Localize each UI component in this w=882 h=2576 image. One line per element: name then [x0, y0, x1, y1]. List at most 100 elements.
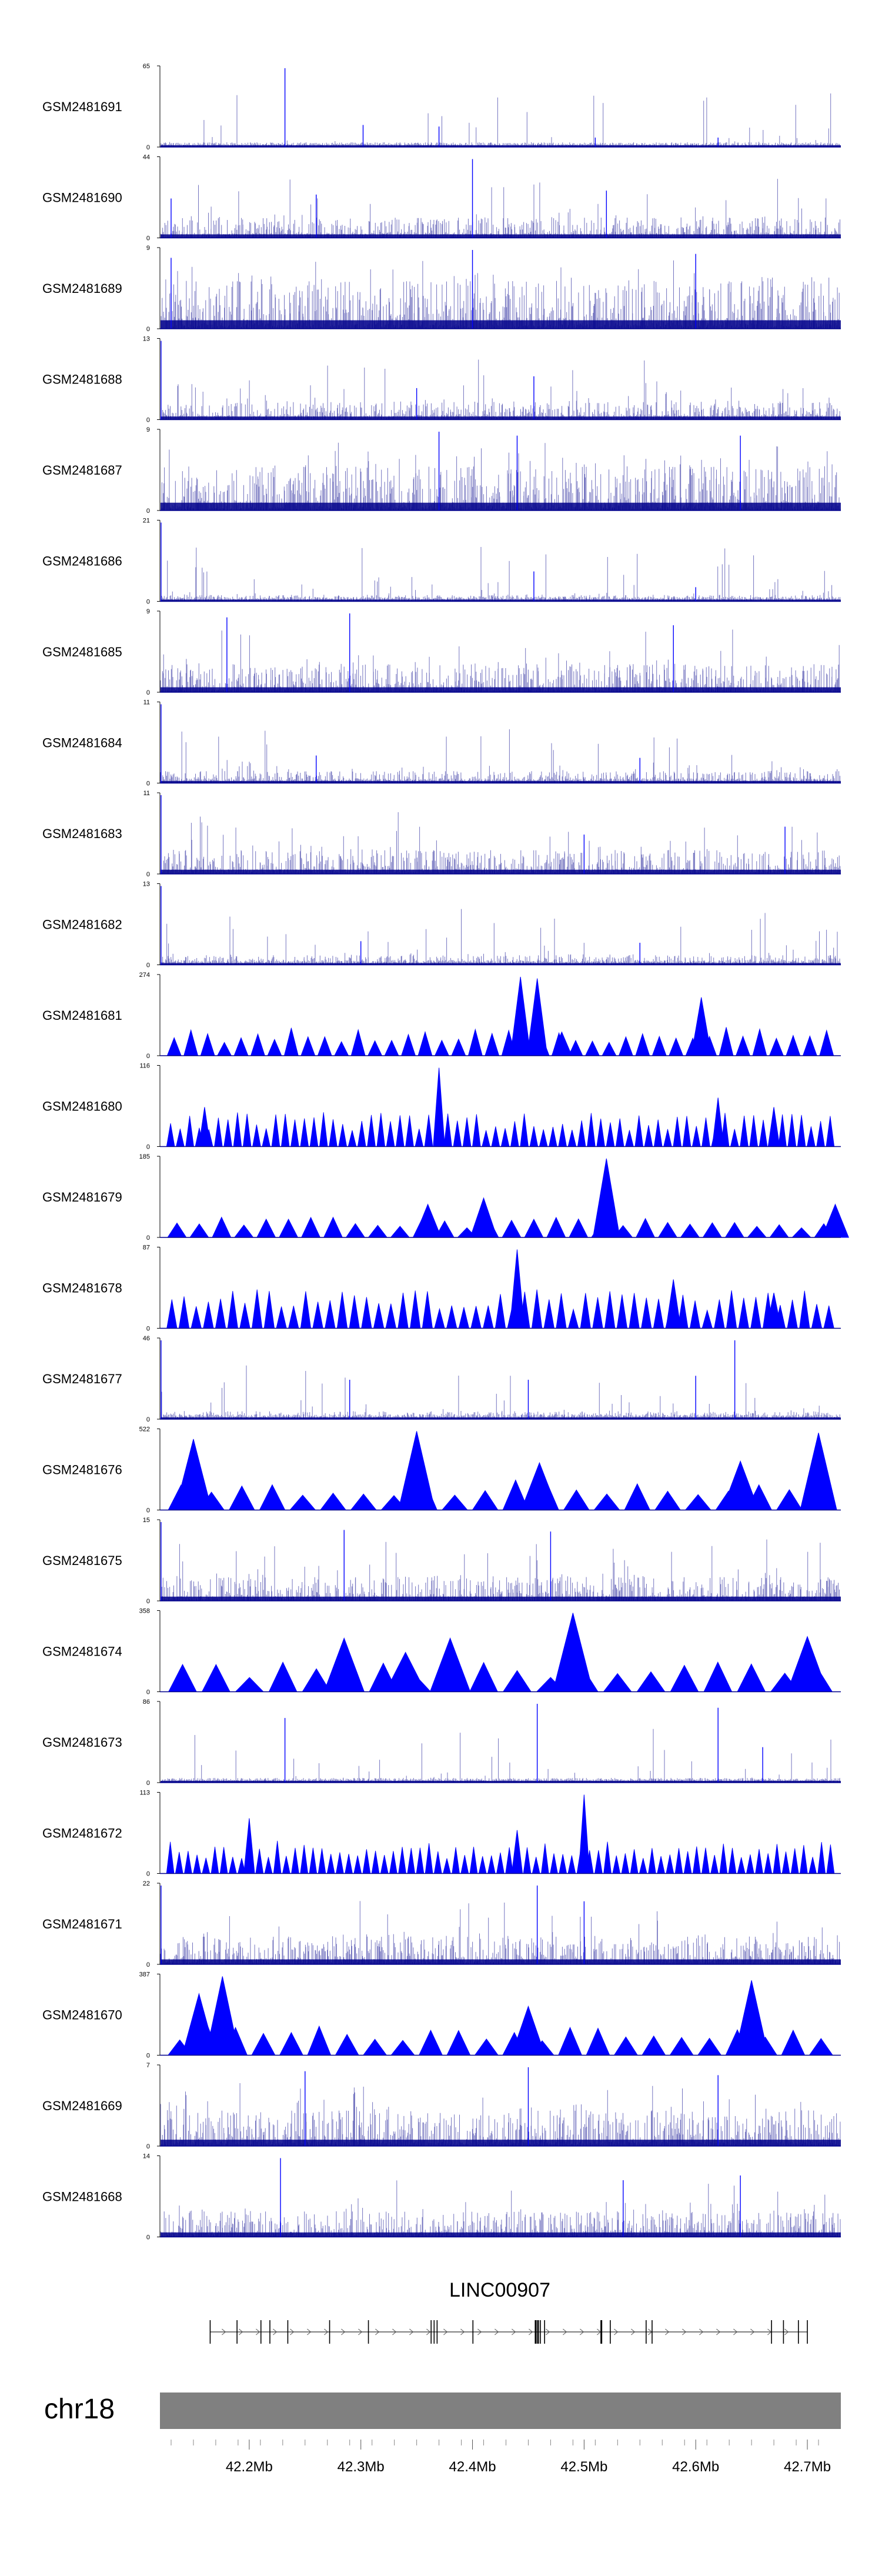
coverage-bars	[161, 359, 840, 420]
y-max-label: 9	[146, 608, 150, 615]
y-max-label: 185	[139, 1153, 150, 1160]
coverage-peaks	[166, 1840, 840, 1874]
strand-arrow	[324, 2328, 329, 2335]
y-min-label: 0	[146, 1598, 150, 1605]
strand-arrow	[665, 2328, 670, 2335]
track-label: GSM2481669	[42, 2098, 122, 2113]
y-min-label: 0	[146, 1053, 150, 1060]
y-min-label: 0	[146, 1326, 150, 1333]
coverage-spike	[182, 1993, 216, 2056]
track-label: GSM2481672	[42, 1826, 122, 1841]
strand-arrow	[341, 2328, 346, 2335]
strand-arrow	[784, 2328, 789, 2335]
y-min-label: 0	[146, 1961, 150, 1968]
x-tick-label: 42.4Mb	[449, 2459, 496, 2475]
coverage-bars	[161, 93, 841, 147]
track-GSM2481671: GSM2481671 22 0	[42, 1880, 841, 1968]
strand-arrow	[477, 2328, 482, 2335]
y-max-label: 86	[143, 1699, 150, 1706]
strand-arrow	[529, 2328, 533, 2335]
strand-arrow	[512, 2328, 516, 2335]
track-GSM2481690: GSM2481690 44 0	[42, 154, 841, 242]
y-min-label: 0	[146, 144, 150, 151]
coverage-bars	[161, 442, 841, 510]
y-min-label: 0	[146, 2143, 150, 2150]
coverage-spike	[552, 1613, 594, 1692]
track-GSM2481677: GSM2481677 46 0	[42, 1335, 841, 1423]
coverage-peaks	[166, 1112, 840, 1147]
y-max-label: 21	[143, 518, 150, 525]
track-GSM2481687: GSM2481687 9 0	[42, 426, 841, 515]
x-tick-label: 42.3Mb	[338, 2459, 385, 2475]
strand-arrow	[682, 2328, 687, 2335]
coverage-floor	[161, 780, 841, 783]
track-label: GSM2481676	[42, 1463, 122, 1477]
strand-arrow	[392, 2328, 397, 2335]
y-max-label: 13	[143, 336, 150, 343]
coverage-bars	[161, 1365, 840, 1419]
strand-arrow	[426, 2328, 431, 2335]
genome-axis: 42.2Mb 42.3Mb 42.4Mb 42.5Mb 42.6Mb 42.7Mb	[171, 2440, 831, 2475]
track-label: GSM2481690	[42, 191, 122, 205]
coverage-spike	[470, 1197, 497, 1238]
track-GSM2481684: GSM2481684 11 0	[42, 699, 841, 788]
track-GSM2481680: GSM2481680 116 0	[42, 1063, 841, 1151]
strand-arrow	[546, 2328, 550, 2335]
coverage-bars	[160, 1901, 841, 1964]
x-tick-label: 42.2Mb	[226, 2459, 273, 2475]
coverage-spike	[551, 1031, 573, 1056]
track-GSM2481678: GSM2481678 87 0	[42, 1244, 841, 1333]
track-GSM2481682: GSM2481682 13 0	[42, 881, 841, 969]
strand-arrow	[375, 2328, 380, 2335]
coverage-bars	[160, 629, 840, 692]
coverage-floor	[161, 416, 841, 420]
coverage-floor	[161, 2232, 841, 2237]
y-max-label: 9	[146, 245, 150, 252]
track-label: GSM2481674	[42, 1644, 122, 1659]
y-min-label: 0	[146, 1780, 150, 1787]
strand-arrow	[239, 2328, 243, 2335]
coverage-spike	[711, 1097, 724, 1147]
coverage-spike	[578, 1794, 590, 1874]
coverage-floor	[161, 234, 841, 238]
coverage-floor	[161, 1596, 841, 1601]
track-GSM2481683: GSM2481683 11 0	[42, 790, 841, 878]
track-GSM2481691: GSM2481691 65 0	[42, 63, 841, 151]
track-GSM2481670: GSM2481670 387 0	[42, 1971, 841, 2060]
x-tick-label: 42.5Mb	[560, 2459, 607, 2475]
gene-label: LINC00907	[449, 2279, 550, 2301]
coverage-peaks	[166, 1660, 840, 1692]
y-max-label: 22	[143, 1880, 150, 1887]
track-label: GSM2481688	[42, 372, 122, 387]
strand-arrow	[580, 2328, 584, 2335]
y-max-label: 44	[143, 154, 150, 161]
track-label: GSM2481668	[42, 2190, 122, 2204]
coverage-spike	[734, 1980, 769, 2056]
strand-arrow	[750, 2328, 755, 2335]
coverage-spike	[511, 1830, 523, 1874]
track-label: GSM2481675	[42, 1553, 122, 1568]
y-min-label: 0	[146, 417, 150, 424]
coverage-floor	[161, 869, 841, 874]
coverage-bars	[160, 812, 841, 874]
y-min-label: 0	[146, 780, 150, 788]
strand-arrow	[409, 2328, 414, 2335]
track-label: GSM2481680	[42, 1099, 122, 1114]
strand-arrow	[307, 2328, 312, 2335]
coverage-spike	[509, 1249, 525, 1329]
track-label: GSM2481686	[42, 554, 122, 569]
coverage-spike	[666, 1279, 681, 1329]
strand-arrow	[563, 2328, 567, 2335]
x-tick-label: 42.6Mb	[672, 2459, 719, 2475]
coverage-peaks	[166, 1289, 840, 1329]
coverage-spike	[414, 1203, 442, 1238]
strand-arrow	[716, 2328, 721, 2335]
y-min-label: 0	[146, 871, 150, 878]
strand-arrow	[460, 2328, 465, 2335]
track-GSM2481676: GSM2481676 522 0	[42, 1426, 841, 1514]
coverage-spike	[527, 978, 548, 1056]
track-label: GSM2481691	[42, 99, 122, 114]
coverage-floor	[161, 1959, 841, 1964]
track-GSM2481686: GSM2481686 21 0	[42, 518, 841, 606]
